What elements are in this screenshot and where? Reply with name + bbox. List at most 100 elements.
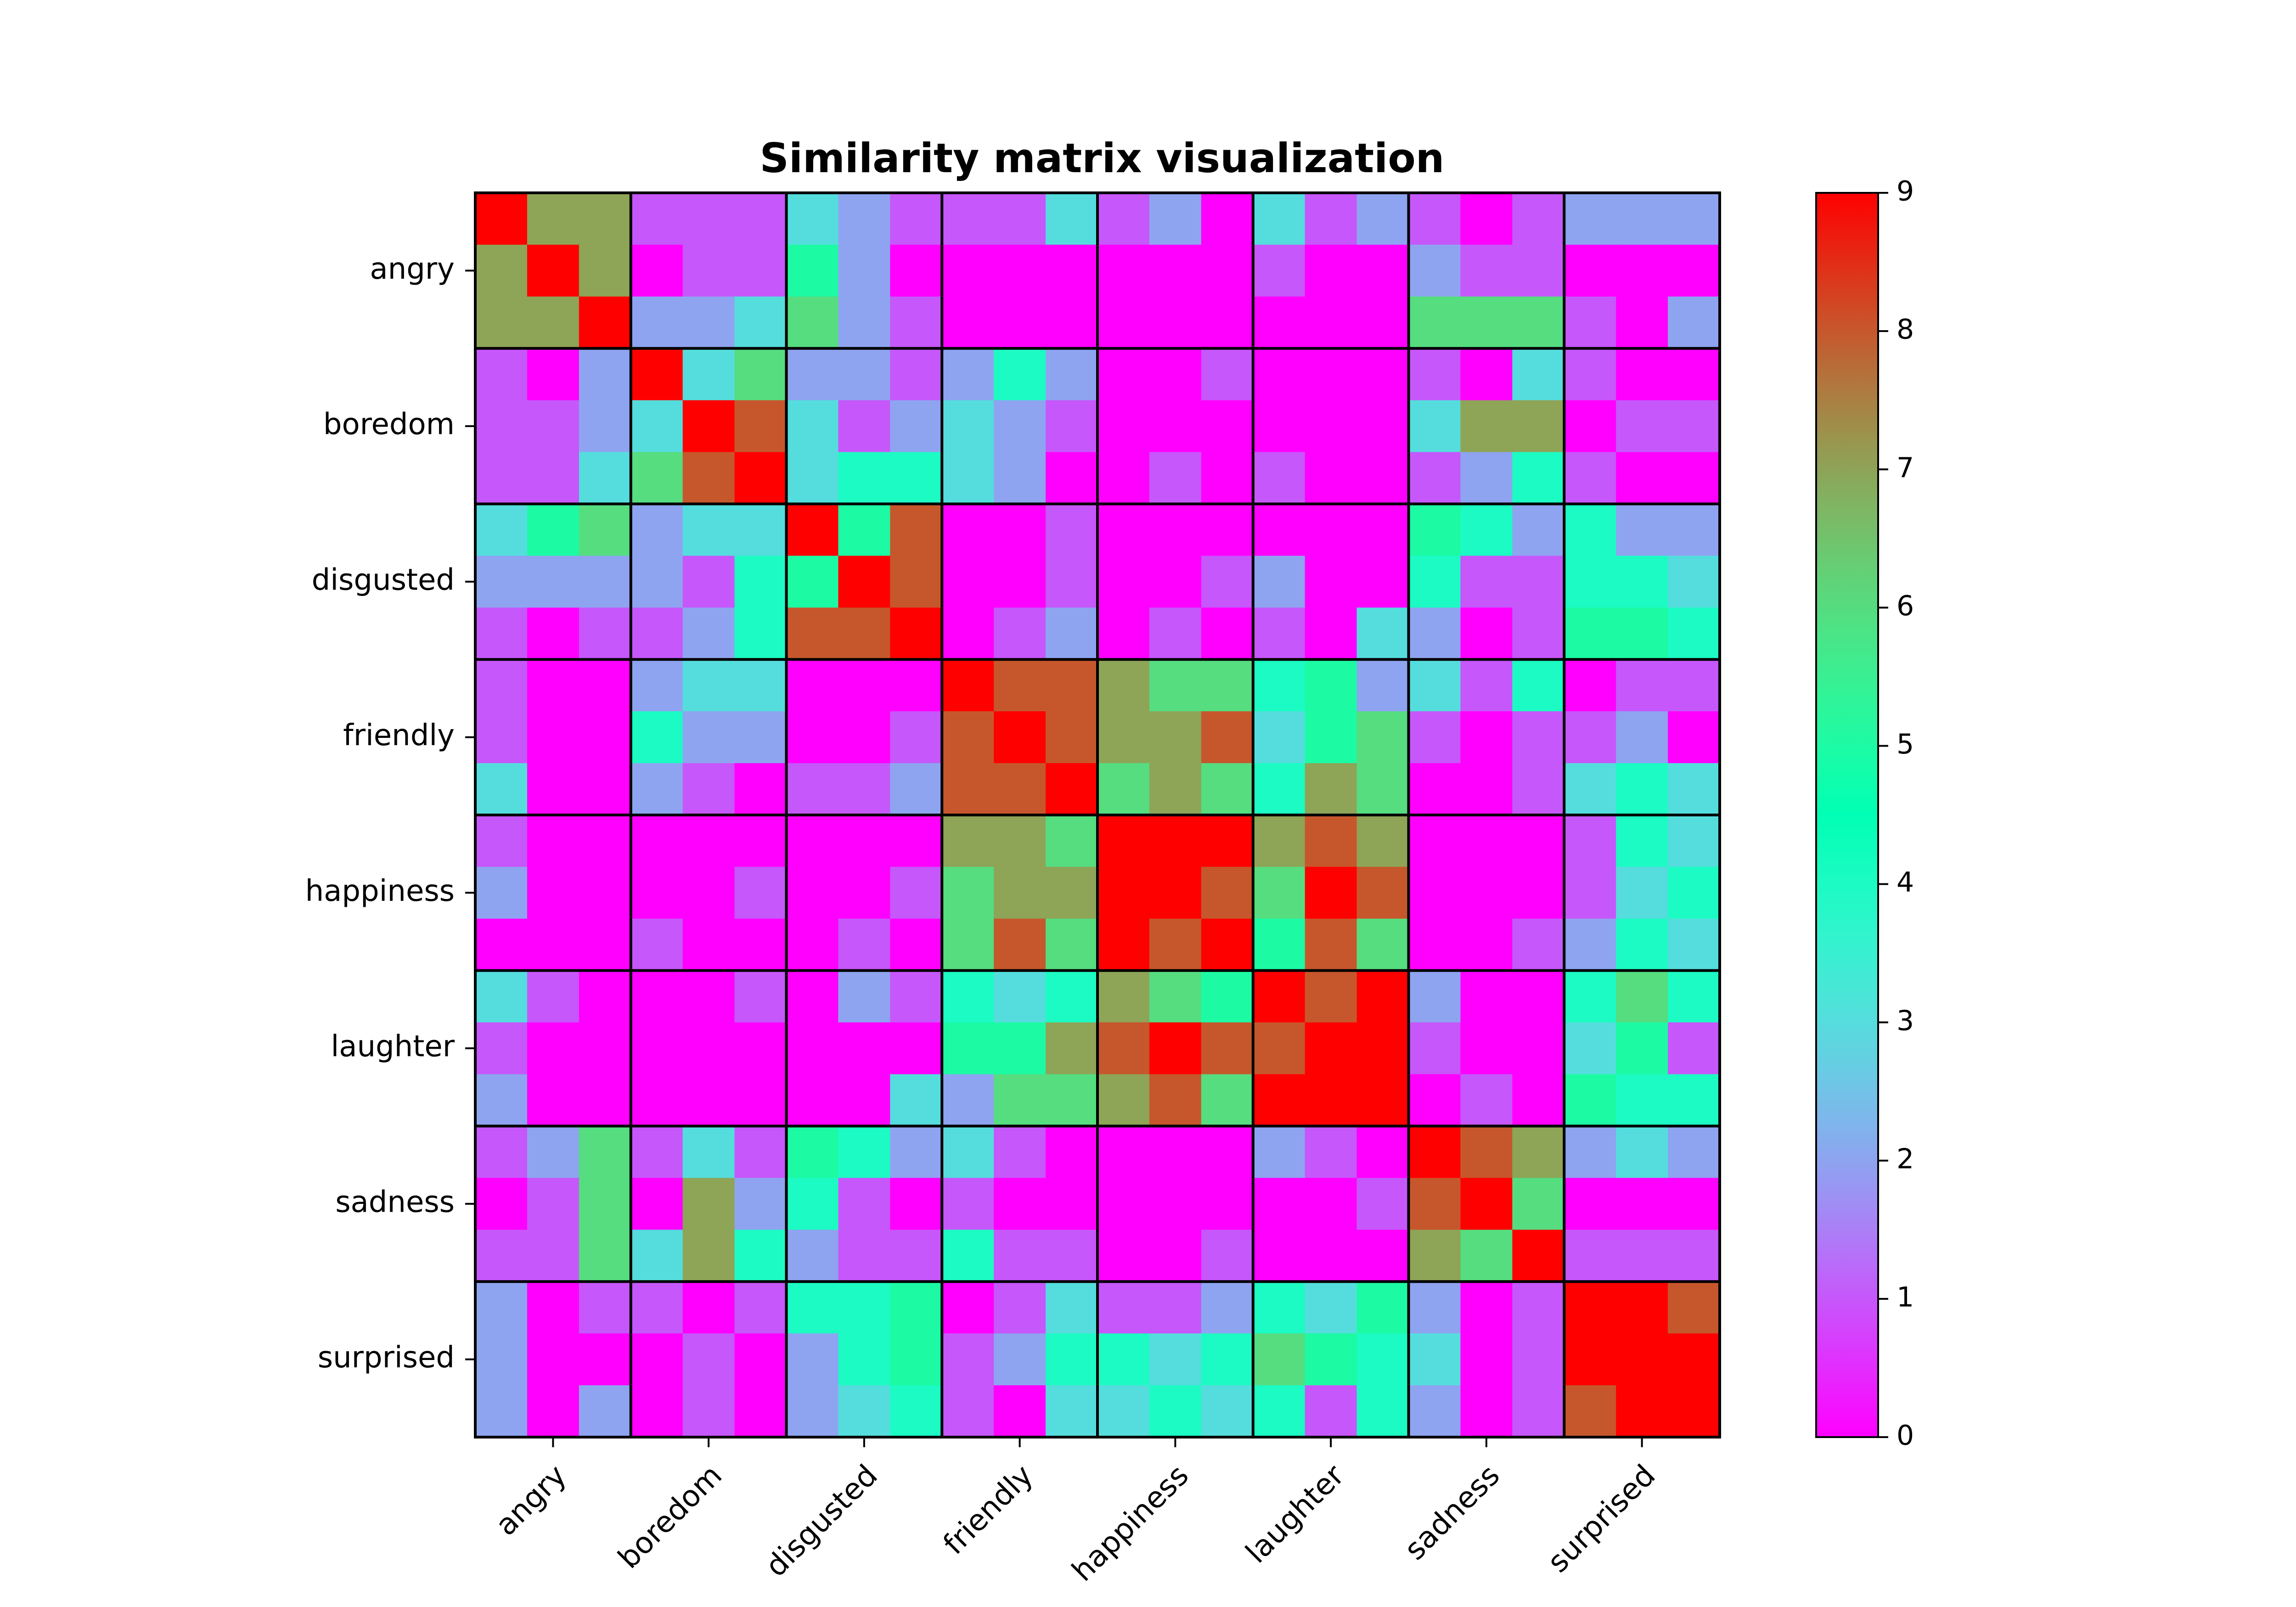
heatmap-cell bbox=[1460, 452, 1513, 505]
heatmap-cell bbox=[1046, 1333, 1098, 1386]
heatmap-cell bbox=[734, 296, 787, 349]
group-divider-lines bbox=[475, 193, 1720, 1437]
heatmap-cell bbox=[1201, 763, 1254, 815]
heatmap-cell bbox=[1564, 659, 1616, 712]
heatmap-cell bbox=[994, 1126, 1046, 1179]
heatmap-cell bbox=[527, 866, 580, 919]
heatmap-cell bbox=[1460, 970, 1513, 1023]
heatmap-cell bbox=[1460, 1230, 1513, 1282]
heatmap-cell bbox=[1512, 763, 1564, 815]
heatmap-cell bbox=[786, 400, 839, 453]
heatmap-cell bbox=[1097, 452, 1150, 505]
heatmap-cell bbox=[1616, 607, 1668, 660]
heatmap-cell bbox=[1253, 607, 1306, 660]
heatmap-cell bbox=[527, 348, 580, 401]
heatmap-cell bbox=[1356, 504, 1409, 556]
heatmap-cell bbox=[838, 400, 890, 453]
colorbar-tick-label: 9 bbox=[1896, 175, 1914, 208]
heatmap-cell bbox=[1408, 193, 1461, 245]
heatmap-cell bbox=[1408, 1022, 1461, 1075]
heatmap-cell bbox=[1616, 452, 1668, 505]
heatmap-cell bbox=[838, 296, 890, 349]
heatmap-cell bbox=[527, 296, 580, 349]
colorbar-tick-label: 3 bbox=[1896, 1005, 1914, 1037]
heatmap-cell bbox=[890, 1074, 942, 1127]
heatmap-cell bbox=[1564, 607, 1616, 660]
heatmap-cell bbox=[1046, 1281, 1098, 1334]
heatmap-cell bbox=[1149, 1074, 1202, 1127]
heatmap-cell bbox=[630, 556, 683, 608]
heatmap-cell bbox=[942, 296, 994, 349]
heatmap-cell bbox=[786, 296, 839, 349]
heatmap-cell bbox=[1408, 815, 1461, 867]
heatmap-cell bbox=[1201, 1230, 1254, 1282]
heatmap-cell bbox=[682, 348, 735, 401]
heatmap-cell bbox=[786, 1126, 839, 1179]
heatmap-cell bbox=[734, 866, 787, 919]
heatmap-cell bbox=[942, 556, 994, 608]
heatmap-cell bbox=[1253, 918, 1306, 971]
heatmap-cell bbox=[994, 659, 1046, 712]
heatmap-cell bbox=[1460, 400, 1513, 453]
heatmap-cell bbox=[682, 1178, 735, 1230]
heatmap-cell bbox=[786, 244, 839, 297]
heatmap-cell bbox=[1408, 1126, 1461, 1179]
plot-frame bbox=[474, 191, 1721, 1438]
heatmap-cell bbox=[1512, 1230, 1564, 1282]
heatmap-cell bbox=[1616, 1074, 1668, 1127]
y-axis-ticks: angry boredom disgusted friendly happiness la… bbox=[305, 252, 475, 1375]
heatmap-cell bbox=[1460, 1126, 1513, 1179]
heatmap-cell bbox=[1460, 815, 1513, 867]
heatmap-cell bbox=[838, 504, 890, 556]
heatmap-cell bbox=[1668, 296, 1720, 349]
heatmap-cell bbox=[1668, 244, 1720, 297]
heatmap-cell bbox=[1046, 970, 1098, 1023]
colorbar-tick-label: 1 bbox=[1896, 1281, 1914, 1313]
heatmap-cell bbox=[734, 970, 787, 1023]
heatmap-cell bbox=[630, 918, 683, 971]
y-tick-label: surprised bbox=[318, 1341, 455, 1375]
heatmap-cell bbox=[890, 1178, 942, 1230]
heatmap-cell bbox=[1356, 296, 1409, 349]
heatmap-cell bbox=[994, 452, 1046, 505]
heatmap-cell bbox=[734, 763, 787, 815]
heatmap-cell bbox=[890, 1230, 942, 1282]
heatmap-cell bbox=[1616, 296, 1668, 349]
heatmap-cell bbox=[838, 452, 890, 505]
heatmap-cell bbox=[475, 970, 528, 1023]
heatmap-cell bbox=[1046, 866, 1098, 919]
heatmap-cell bbox=[1460, 866, 1513, 919]
heatmap-cell bbox=[1046, 815, 1098, 867]
heatmap-cell bbox=[682, 244, 735, 297]
heatmap-cell bbox=[1408, 452, 1461, 505]
heatmap-cell bbox=[786, 1178, 839, 1230]
heatmap-cell bbox=[1253, 1126, 1306, 1179]
heatmap-cell bbox=[579, 763, 631, 815]
heatmap-cell bbox=[838, 193, 890, 245]
heatmap-cell bbox=[1253, 1230, 1306, 1282]
heatmap-cell bbox=[1512, 504, 1564, 556]
heatmap-cell bbox=[1616, 763, 1668, 815]
heatmap-cell bbox=[1668, 504, 1720, 556]
heatmap-cell bbox=[1356, 348, 1409, 401]
heatmap-cell bbox=[1201, 815, 1254, 867]
heatmap-cell bbox=[1564, 711, 1616, 764]
heatmap-cell bbox=[579, 193, 631, 245]
heatmap-cell bbox=[1253, 815, 1306, 867]
heatmap-cell bbox=[1305, 296, 1357, 349]
heatmap-cell bbox=[734, 1178, 787, 1230]
heatmap-cell bbox=[475, 866, 528, 919]
heatmap-cell bbox=[1149, 866, 1202, 919]
heatmap-cell bbox=[1512, 556, 1564, 608]
heatmap-cell bbox=[1305, 504, 1357, 556]
heatmap-cell bbox=[942, 1126, 994, 1179]
x-tick-label: boredom bbox=[612, 1458, 729, 1575]
heatmap-cell bbox=[1046, 659, 1098, 712]
heatmap-cell bbox=[994, 504, 1046, 556]
heatmap-cell bbox=[1564, 193, 1616, 245]
colorbar-tick-label: 4 bbox=[1896, 866, 1914, 899]
heatmap-cell bbox=[1046, 1178, 1098, 1230]
heatmap-cell bbox=[1408, 711, 1461, 764]
heatmap-cell bbox=[734, 1126, 787, 1179]
heatmap-cell bbox=[1616, 1385, 1668, 1438]
